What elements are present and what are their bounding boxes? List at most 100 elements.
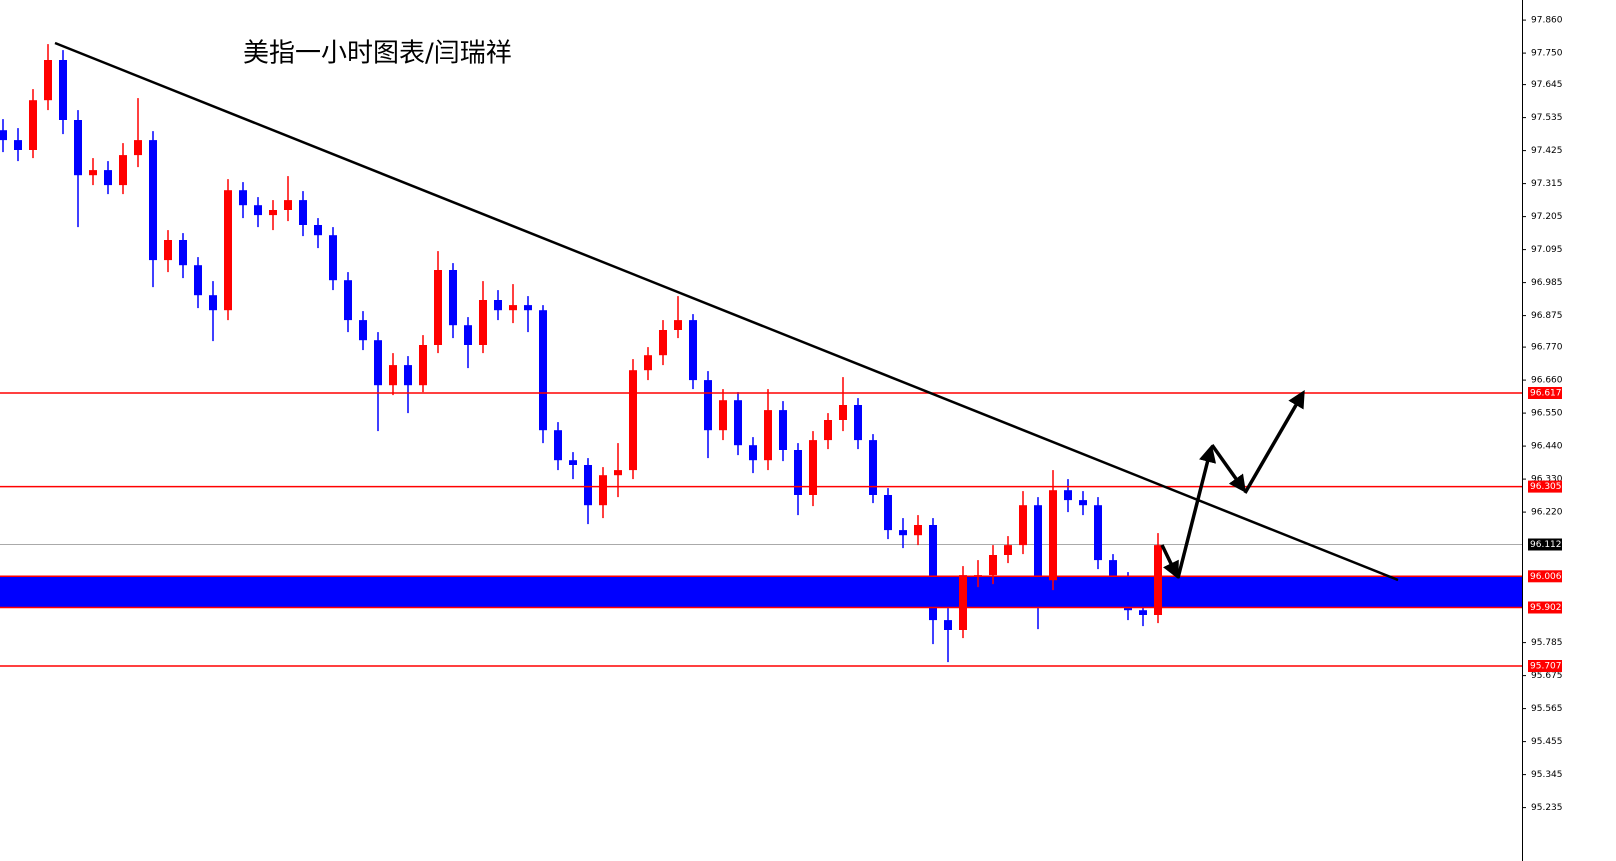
candle-body bbox=[1019, 505, 1027, 546]
candle-body bbox=[764, 410, 772, 461]
candle-body bbox=[254, 205, 262, 216]
candle-body bbox=[209, 295, 217, 311]
level-label: 96.006 bbox=[1530, 572, 1562, 582]
candle-body bbox=[269, 210, 277, 216]
candle-body bbox=[29, 100, 37, 150]
level-label-bg bbox=[1528, 570, 1562, 583]
candle-body bbox=[419, 345, 427, 386]
candle-body bbox=[179, 240, 187, 266]
candle-body bbox=[89, 170, 97, 176]
candle-body bbox=[464, 325, 472, 345]
candle-body bbox=[299, 200, 307, 225]
candle-body bbox=[1079, 500, 1087, 506]
candle-body bbox=[629, 370, 637, 471]
candle-body bbox=[779, 410, 787, 450]
level-label: 96.617 bbox=[1530, 389, 1562, 399]
y-tick-label: 97.205 bbox=[1531, 212, 1563, 222]
candle-body bbox=[599, 475, 607, 506]
y-tick-label: 97.750 bbox=[1531, 49, 1563, 59]
candle-body bbox=[674, 320, 682, 330]
level-label: 96.305 bbox=[1530, 482, 1562, 492]
candle-body bbox=[0, 130, 7, 141]
candle-body bbox=[809, 440, 817, 495]
last-price-label: 96.112 bbox=[1530, 540, 1562, 550]
candle-body bbox=[479, 300, 487, 345]
candle-body bbox=[44, 60, 52, 101]
candle-body bbox=[704, 380, 712, 431]
y-tick-label: 96.770 bbox=[1531, 343, 1563, 353]
level-label-bg bbox=[1528, 660, 1562, 672]
y-tick-label: 97.535 bbox=[1531, 113, 1563, 123]
candle-body bbox=[824, 420, 832, 441]
candle-body bbox=[149, 140, 157, 261]
candle-body bbox=[284, 200, 292, 210]
y-tick-label: 97.860 bbox=[1531, 16, 1563, 26]
candle-body bbox=[749, 445, 757, 461]
y-tick-label: 96.440 bbox=[1531, 442, 1563, 452]
candle-body bbox=[884, 495, 892, 531]
candle-body bbox=[734, 400, 742, 446]
y-tick-label: 96.330 bbox=[1531, 475, 1563, 485]
candle-body bbox=[434, 270, 442, 345]
axis-layer: 97.860 97.750 97.645 97.535 97.425 97.315 97.2… bbox=[1522, 16, 1563, 813]
candle-body bbox=[134, 140, 142, 156]
support-zone bbox=[0, 576, 1522, 608]
candle-body bbox=[1109, 560, 1117, 581]
y-tick-label: 95.345 bbox=[1531, 770, 1563, 780]
level-label: 95.707 bbox=[1530, 662, 1562, 672]
candle-body bbox=[194, 265, 202, 296]
y-tick-label: 97.425 bbox=[1531, 146, 1563, 156]
y-tick-label: 97.645 bbox=[1531, 80, 1563, 90]
level-label-bg bbox=[1528, 387, 1562, 399]
candle-body bbox=[554, 430, 562, 461]
candle-body bbox=[1064, 490, 1072, 501]
candle-body bbox=[59, 60, 67, 120]
y-tick-label: 96.660 bbox=[1531, 376, 1563, 386]
candle-body bbox=[854, 405, 862, 441]
y-tick-label: 95.785 bbox=[1531, 638, 1563, 648]
y-tick-label: 97.315 bbox=[1531, 179, 1563, 189]
candle-body bbox=[104, 170, 112, 186]
candle-body bbox=[1124, 580, 1132, 611]
candle-body bbox=[509, 305, 517, 311]
trend-line bbox=[54, 41, 1399, 582]
chart-title: 美指一小时图表/闫瑞祥 bbox=[243, 39, 512, 69]
candle-body bbox=[224, 190, 232, 311]
candle-body bbox=[1004, 545, 1012, 555]
y-tick-label: 96.875 bbox=[1531, 311, 1563, 321]
candle-body bbox=[494, 300, 502, 311]
candle-body bbox=[839, 405, 847, 420]
arrow bbox=[1176, 444, 1217, 579]
candle-body bbox=[14, 140, 22, 150]
candle-body bbox=[119, 155, 127, 186]
candle-body bbox=[449, 270, 457, 326]
candle-body bbox=[1049, 490, 1057, 581]
candle-body bbox=[314, 225, 322, 236]
candle-body bbox=[74, 120, 82, 176]
candle-body bbox=[1139, 610, 1147, 615]
y-tick-label: 96.985 bbox=[1531, 278, 1563, 288]
candles-layer bbox=[0, 44, 1522, 667]
level-label-bg bbox=[1528, 480, 1562, 493]
candle-body bbox=[794, 450, 802, 495]
candle-body bbox=[539, 310, 547, 431]
y-tick-label: 97.095 bbox=[1531, 245, 1563, 255]
candle-body bbox=[719, 400, 727, 431]
candle-body bbox=[329, 235, 337, 281]
y-tick-label: 96.220 bbox=[1531, 508, 1563, 518]
candle-body bbox=[689, 320, 697, 381]
level-label: 95.902 bbox=[1530, 603, 1562, 613]
arrow bbox=[1210, 443, 1247, 493]
candle-body bbox=[1094, 505, 1102, 561]
arrow bbox=[1160, 544, 1179, 580]
candle-body bbox=[899, 530, 907, 536]
candle-body bbox=[1154, 545, 1162, 615]
last-price-label-bg bbox=[1528, 538, 1562, 551]
candle-body bbox=[164, 240, 172, 261]
y-tick-label: 95.565 bbox=[1531, 704, 1563, 714]
arrow bbox=[1243, 389, 1305, 494]
candle-body bbox=[644, 355, 652, 371]
